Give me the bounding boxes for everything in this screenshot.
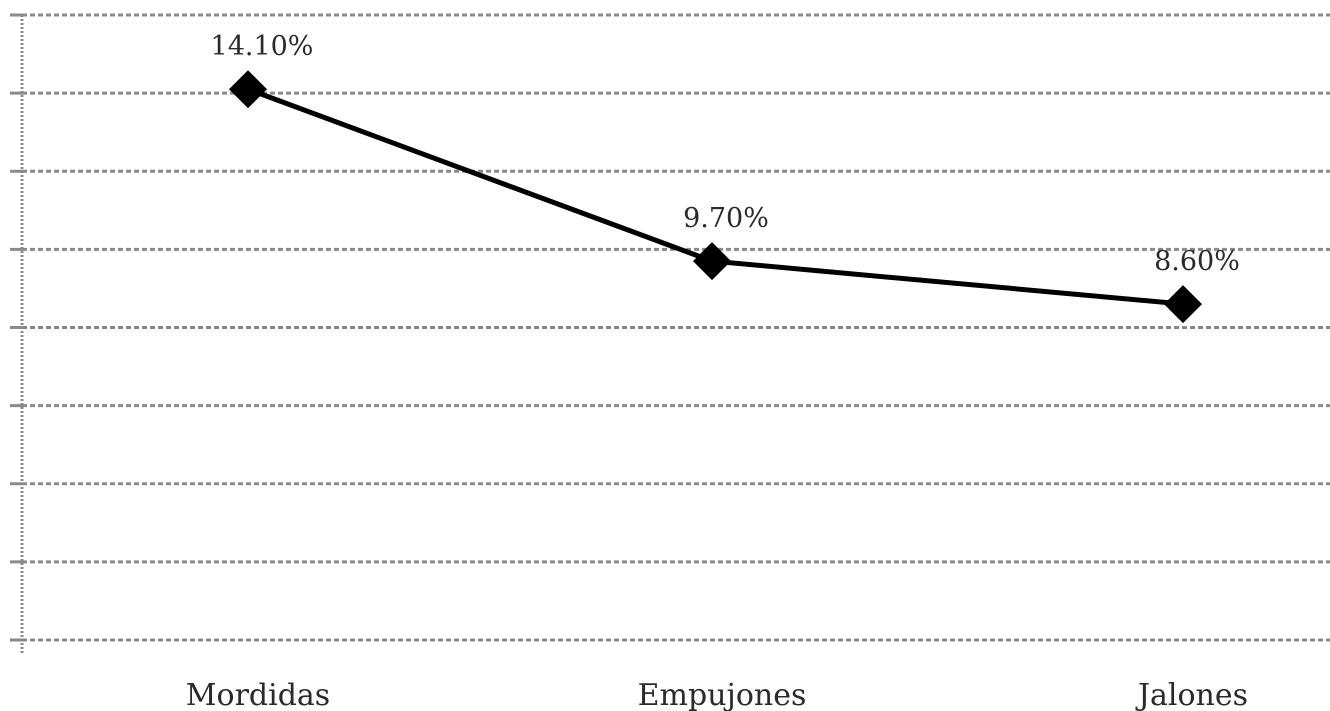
- category-labels: Mordidas Empujones Jalones: [186, 678, 1248, 711]
- series-layer: [229, 70, 1202, 324]
- gridlines: [22, 13, 1330, 642]
- data-point-marker: [229, 70, 267, 109]
- data-label: 14.10%: [211, 31, 314, 62]
- data-label: 9.70%: [683, 203, 769, 234]
- data-labels: 14.10% 9.70% 8.60%: [211, 31, 1240, 277]
- data-point-marker: [693, 242, 731, 281]
- y-axis: [10, 13, 24, 655]
- x-tick-label: Jalones: [1135, 678, 1248, 711]
- data-label: 8.60%: [1154, 246, 1240, 277]
- data-point-marker: [1164, 285, 1202, 324]
- x-tick-label: Empujones: [638, 678, 807, 711]
- x-tick-label: Mordidas: [186, 678, 330, 711]
